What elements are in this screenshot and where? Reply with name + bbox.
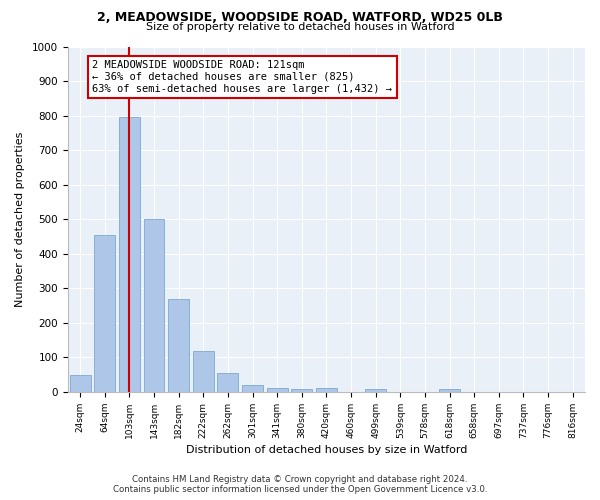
Bar <box>217 373 238 392</box>
Bar <box>291 388 312 392</box>
Bar <box>316 388 337 392</box>
Bar <box>266 388 287 392</box>
Text: 2, MEADOWSIDE, WOODSIDE ROAD, WATFORD, WD25 0LB: 2, MEADOWSIDE, WOODSIDE ROAD, WATFORD, W… <box>97 11 503 24</box>
Bar <box>193 350 214 392</box>
Text: Contains HM Land Registry data © Crown copyright and database right 2024.
Contai: Contains HM Land Registry data © Crown c… <box>113 474 487 494</box>
X-axis label: Distribution of detached houses by size in Watford: Distribution of detached houses by size … <box>186 445 467 455</box>
Text: Size of property relative to detached houses in Watford: Size of property relative to detached ho… <box>146 22 454 32</box>
Bar <box>119 118 140 392</box>
Bar <box>94 235 115 392</box>
Bar <box>439 389 460 392</box>
Bar <box>143 219 164 392</box>
Bar <box>70 374 91 392</box>
Bar <box>242 385 263 392</box>
Text: 2 MEADOWSIDE WOODSIDE ROAD: 121sqm
← 36% of detached houses are smaller (825)
63: 2 MEADOWSIDE WOODSIDE ROAD: 121sqm ← 36%… <box>92 60 392 94</box>
Bar <box>168 298 189 392</box>
Bar <box>365 388 386 392</box>
Y-axis label: Number of detached properties: Number of detached properties <box>15 132 25 307</box>
